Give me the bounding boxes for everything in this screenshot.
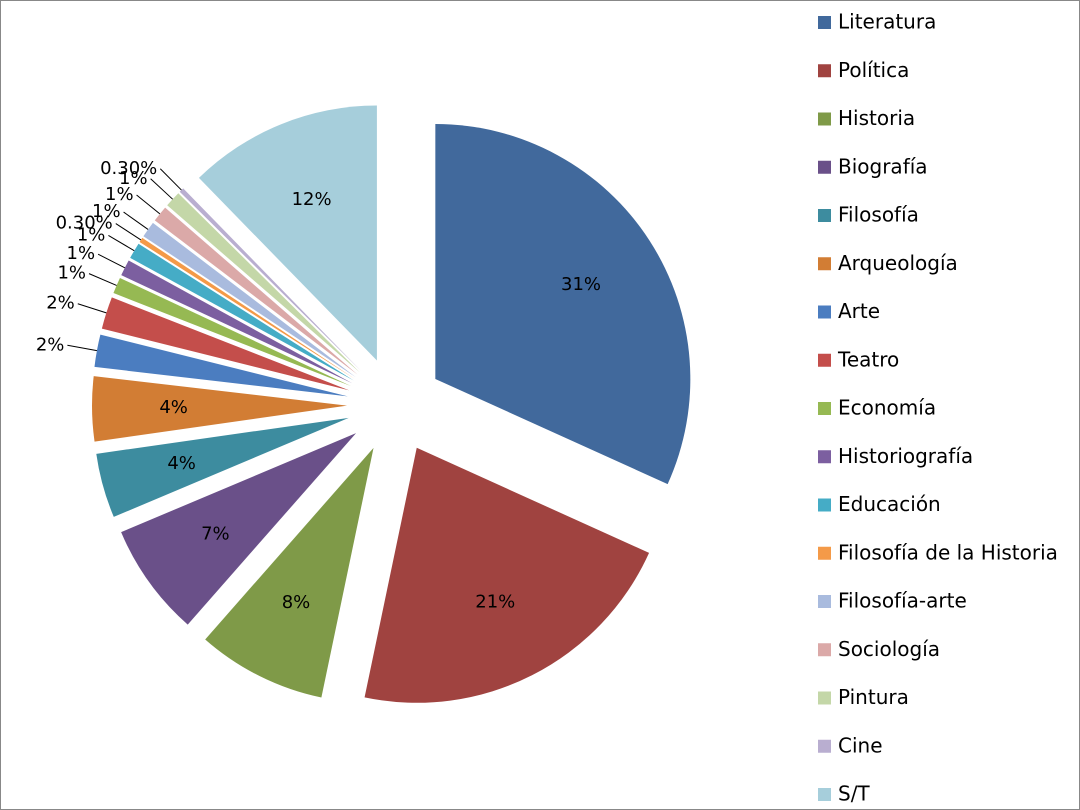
pie-slice: [435, 123, 691, 485]
legend-swatch: [818, 16, 831, 29]
legend: Literatura Política Historia Biografía Filos…: [818, 10, 1058, 806]
legend-label: Literatura: [838, 10, 936, 34]
pie-slice: [205, 447, 374, 698]
data-label: 1%: [92, 201, 121, 222]
data-label: 0.30%: [100, 158, 157, 179]
leader-line: [108, 234, 135, 252]
pie-slice: [101, 297, 350, 391]
pie: 31%21%8%7%4%4%2%2%1%1%1%0.30%1%1%1%0.30%…: [36, 105, 691, 703]
leader-line: [123, 211, 149, 230]
data-label: 1%: [105, 184, 134, 205]
data-label: 0.30%: [56, 213, 113, 234]
data-label: 8%: [282, 592, 311, 613]
legend-swatch: [818, 64, 831, 78]
leader-line: [159, 168, 182, 191]
leader-line: [67, 344, 97, 352]
legend-label: Economía: [838, 396, 936, 420]
pie-slice: [364, 447, 650, 703]
pie-slice: [198, 105, 377, 361]
leader-line: [115, 223, 142, 241]
legend-label: Filosofía: [838, 203, 919, 227]
pie-slice: [179, 188, 362, 371]
pie-slice: [130, 243, 354, 381]
leader-line: [136, 194, 161, 215]
legend-label: Arte: [838, 299, 880, 323]
data-label: 4%: [159, 397, 188, 418]
data-label: 7%: [201, 523, 230, 544]
legend-label: Arqueología: [838, 251, 958, 275]
legend-label: Filosofía de la Historia: [838, 540, 1058, 564]
legend-label: Política: [838, 58, 909, 82]
leader-line: [150, 178, 173, 200]
legend-swatch: [818, 691, 831, 705]
data-label: 4%: [167, 453, 196, 474]
pie-slice: [96, 417, 349, 517]
data-label: 21%: [475, 591, 515, 612]
legend-swatch: [818, 402, 831, 415]
legend-label: Pintura: [838, 685, 909, 709]
legend-label: Historiografía: [838, 444, 973, 468]
legend-label: Sociología: [838, 637, 940, 661]
legend-label: Historia: [838, 106, 915, 130]
pie-slice: [139, 237, 355, 379]
legend-label: Biografía: [838, 154, 928, 178]
data-label: 1%: [67, 243, 96, 264]
legend-label: S/T: [838, 782, 870, 806]
legend-swatch: [818, 305, 831, 319]
leader-line: [77, 303, 107, 314]
legend-label: Filosofía-arte: [838, 589, 967, 613]
data-label: 1%: [119, 168, 148, 189]
legend-swatch: [818, 112, 831, 126]
legend-swatch: [818, 257, 831, 271]
legend-swatch: [818, 546, 831, 560]
data-label: 12%: [292, 189, 332, 210]
legend-swatch: [818, 450, 831, 464]
legend-swatch: [818, 788, 831, 801]
data-label: 2%: [46, 293, 75, 314]
pie-slice: [121, 260, 353, 384]
pie-slice: [92, 376, 348, 442]
pie-slice: [121, 433, 357, 625]
data-label: 2%: [36, 334, 65, 355]
pie-slice: [167, 193, 360, 373]
legend-swatch: [818, 643, 831, 657]
legend-swatch: [818, 209, 831, 222]
legend-swatch: [818, 739, 831, 753]
legend-swatch: [818, 595, 831, 608]
data-label: 1%: [57, 263, 86, 284]
legend-label: Cine: [838, 733, 883, 757]
legend-swatch: [818, 498, 831, 512]
leader-line: [88, 273, 117, 286]
legend-label: Teatro: [837, 347, 899, 371]
leader-line: [97, 253, 126, 269]
pie-slice: [94, 334, 348, 397]
legend-swatch: [818, 160, 831, 174]
data-label: 31%: [561, 274, 601, 295]
data-label: 1%: [77, 224, 106, 245]
pie-slice: [154, 207, 358, 375]
pie-slice: [113, 277, 351, 387]
legend-label: Educación: [838, 492, 941, 516]
pie-slice: [143, 222, 356, 378]
legend-swatch: [818, 353, 831, 367]
